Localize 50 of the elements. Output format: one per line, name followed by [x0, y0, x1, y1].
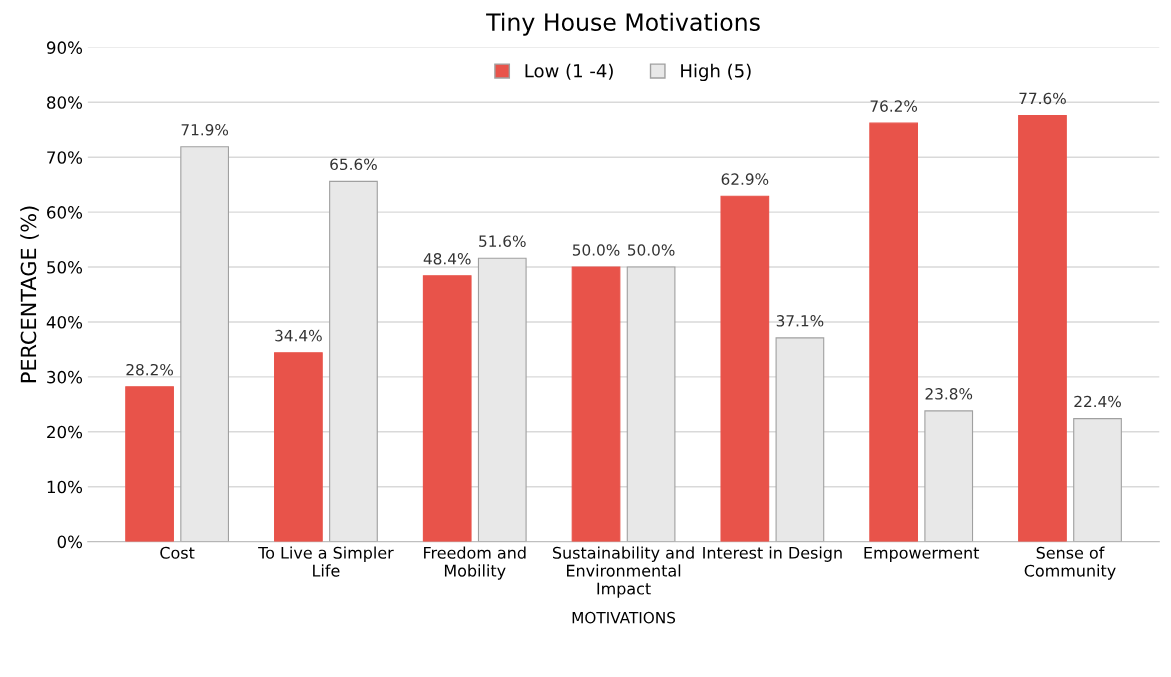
data-label: 51.6% — [479, 235, 526, 247]
bar — [329, 180, 378, 542]
x-tick-label: Cost — [160, 546, 195, 559]
legend-label: High (5) — [681, 63, 751, 82]
bar — [477, 257, 527, 542]
x-tick-label: Freedom and Mobility — [424, 546, 526, 580]
bar — [422, 275, 472, 542]
y-tick-label: 50% — [47, 261, 83, 274]
data-label: 50.0% — [572, 244, 620, 256]
bar — [626, 266, 676, 542]
x-tick-label: Interest in Design — [703, 546, 842, 562]
data-label: 34.4% — [275, 329, 322, 342]
bar — [1018, 114, 1067, 542]
y-tick-label: 30% — [47, 370, 83, 384]
y-tick-label: 0% — [57, 535, 83, 549]
data-label: 37.1% — [776, 315, 824, 327]
data-label: 22.4% — [1074, 395, 1121, 408]
bar — [274, 352, 323, 542]
y-tick-label: 70% — [47, 151, 83, 164]
legend-label: Low (1 -4) — [525, 63, 613, 80]
data-label: 76.2% — [870, 100, 918, 112]
data-label: 28.2% — [126, 363, 174, 376]
bar — [720, 195, 770, 542]
y-tick-label: 80% — [47, 96, 83, 109]
data-label: 23.8% — [925, 388, 973, 400]
x-tick-label: To Live a Simpler Life — [258, 546, 394, 577]
data-label: 71.9% — [181, 123, 229, 136]
data-label: 48.4% — [423, 252, 471, 265]
data-label: 65.6% — [330, 158, 377, 171]
bar — [125, 386, 174, 542]
x-tick-label: Sense of Community — [1024, 546, 1116, 580]
bar — [180, 146, 230, 542]
y-axis-title: PERCENTAGE (%) — [20, 206, 39, 383]
chart-title: Tiny House Motivations — [486, 12, 760, 36]
y-tick-label: 90% — [46, 41, 83, 54]
bar — [571, 266, 621, 542]
y-tick-label: 20% — [47, 425, 83, 439]
bar — [775, 337, 825, 542]
data-label: 50.0% — [628, 244, 675, 256]
bar — [1073, 418, 1122, 542]
y-tick-label: 40% — [46, 315, 83, 329]
x-axis-title: MOTIVATIONS — [572, 611, 676, 624]
y-tick-label: 60% — [47, 206, 83, 219]
data-label: 77.6% — [1019, 92, 1066, 105]
bar — [869, 122, 919, 542]
y-tick-label: 10% — [47, 480, 83, 494]
data-label: 62.9% — [721, 173, 769, 185]
bar — [924, 410, 974, 542]
x-tick-label: Empowerment — [864, 546, 980, 562]
x-tick-label: Sustainability and Environmental Impact — [552, 546, 694, 598]
